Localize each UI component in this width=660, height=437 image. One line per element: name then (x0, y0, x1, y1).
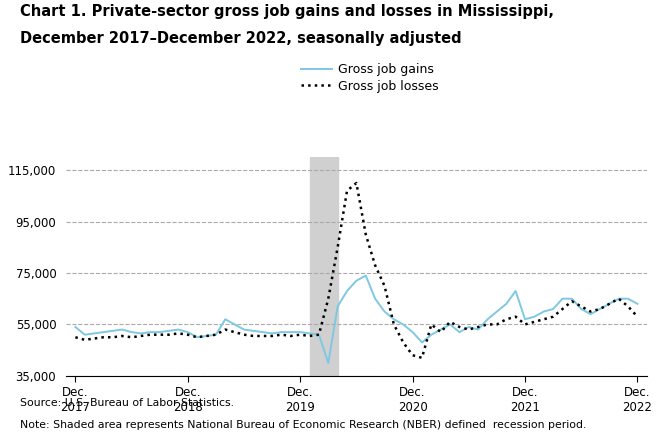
Text: December 2017–December 2022, seasonally adjusted: December 2017–December 2022, seasonally … (20, 31, 461, 45)
Legend: Gross job gains, Gross job losses: Gross job gains, Gross job losses (300, 63, 439, 93)
Text: Note: Shaded area represents National Bureau of Economic Research (NBER) defined: Note: Shaded area represents National Bu… (20, 420, 586, 430)
Bar (310, 157, 338, 376)
Text: Source: U.S. Bureau of Labor Statistics.: Source: U.S. Bureau of Labor Statistics. (20, 398, 234, 408)
Text: Chart 1. Private-sector gross job gains and losses in Mississippi,: Chart 1. Private-sector gross job gains … (20, 4, 554, 19)
